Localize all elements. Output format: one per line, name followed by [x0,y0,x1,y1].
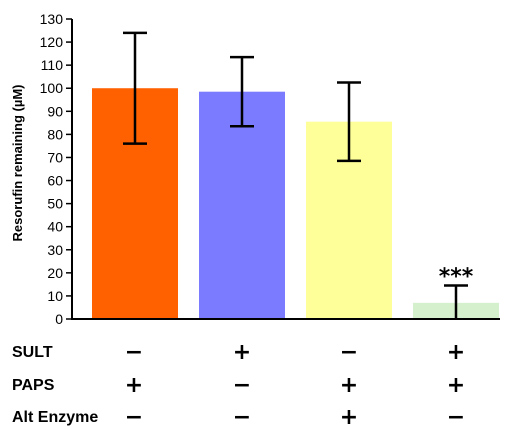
condition-sign: + [340,373,358,398]
y-tick-label: 70 [47,149,63,165]
y-tick-label: 50 [47,196,63,212]
condition-sign: + [125,373,143,398]
bars [92,88,499,319]
condition-sign: − [125,340,143,365]
y-tick-label: 100 [40,80,64,96]
y-tick-label: 0 [55,311,63,327]
y-tick-label: 90 [47,103,63,119]
condition-row-label: Alt Enzyme [12,409,98,426]
significance-annotations: *** [439,265,474,290]
y-tick-label: 20 [47,265,63,281]
condition-sign: + [447,340,465,365]
y-axis-label: Resorufin remaining (µM) [10,85,25,242]
y-tick-label: 80 [47,126,63,142]
condition-sign: + [447,373,465,398]
error-bars [123,31,468,319]
y-tick-label: 110 [41,57,64,73]
condition-sign: + [233,340,251,365]
y-tick-label: 60 [47,173,63,189]
condition-sign: − [233,405,251,429]
condition-sign: − [233,373,251,398]
condition-table: SULT − + − + PAPS + − + + Alt Enzyme − − + − [12,340,465,429]
y-tick-label: 10 [47,288,63,304]
significance-label: *** [439,265,474,290]
y-tick-label: 30 [47,242,63,258]
y-tick-label: 40 [47,219,63,235]
condition-sign: − [125,405,143,429]
condition-row-label: PAPS [12,377,55,394]
condition-sign: − [340,340,358,365]
bar [199,91,285,319]
condition-row-label: SULT [12,344,53,361]
y-tick-label: 130 [40,11,64,27]
y-axis-ticks: 0 10 20 30 40 50 60 70 80 90 100 110 120 130 [40,11,72,327]
y-tick-label: 120 [40,34,64,50]
condition-sign: + [340,405,358,429]
condition-sign: − [447,405,465,429]
